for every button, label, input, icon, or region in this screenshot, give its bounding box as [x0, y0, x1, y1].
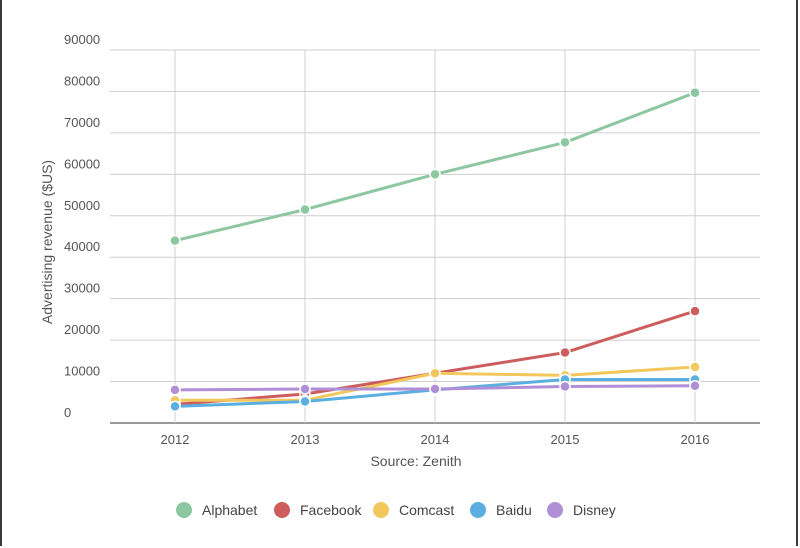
- legend: Alphabet Facebook Comcast Baidu Disney: [176, 502, 616, 518]
- data-point-alphabet: [689, 86, 701, 99]
- legend-label-alphabet: Alphabet: [202, 502, 257, 518]
- y-tick-label: 0: [64, 405, 71, 420]
- legend-label-facebook: Facebook: [300, 502, 362, 518]
- series-points: [169, 86, 701, 413]
- x-tick-labels: 2012 2013 2014 2015 2016: [161, 432, 710, 447]
- y-axis-title: Advertising revenue ($US): [39, 160, 55, 324]
- data-point-comcast: [689, 361, 701, 373]
- x-tick-label: 2014: [421, 432, 450, 447]
- y-tick-labels: 0 10000 20000 30000 40000 50000 60000 70000 8000…: [64, 32, 100, 420]
- data-point-baidu: [169, 400, 181, 413]
- y-tick-label: 50000: [64, 198, 100, 213]
- x-axis-title: Source: Zenith: [370, 453, 461, 469]
- legend-label-comcast: Comcast: [399, 502, 454, 518]
- data-point-alphabet: [559, 136, 571, 149]
- y-tick-label: 60000: [64, 156, 100, 171]
- legend-label-baidu: Baidu: [496, 502, 532, 518]
- y-tick-label: 20000: [64, 322, 100, 337]
- legend-swatch-disney: [547, 502, 563, 518]
- x-tick-label: 2013: [291, 432, 320, 447]
- y-tick-label: 40000: [64, 239, 100, 254]
- legend-swatch-comcast: [373, 502, 389, 518]
- y-tick-label: 80000: [64, 73, 100, 88]
- legend-swatch-alphabet: [176, 502, 192, 518]
- data-point-alphabet: [429, 168, 441, 181]
- y-tick-label: 10000: [64, 364, 100, 379]
- legend-swatch-baidu: [470, 502, 486, 518]
- data-point-facebook: [559, 346, 571, 359]
- data-point-alphabet: [299, 203, 311, 216]
- data-point-disney: [299, 383, 311, 395]
- legend-swatch-facebook: [274, 502, 290, 518]
- data-point-comcast: [429, 367, 441, 380]
- x-tick-label: 2015: [551, 432, 580, 447]
- data-point-alphabet: [169, 234, 181, 247]
- y-tick-label: 70000: [64, 115, 100, 130]
- data-point-baidu: [299, 395, 311, 408]
- legend-label-disney: Disney: [573, 502, 616, 518]
- y-tick-label: 30000: [64, 281, 100, 296]
- x-tick-label: 2012: [161, 432, 190, 447]
- x-tick-label: 2016: [681, 432, 710, 447]
- data-point-disney: [559, 380, 571, 393]
- data-point-disney: [429, 383, 441, 395]
- data-point-disney: [689, 379, 701, 392]
- data-point-facebook: [689, 305, 701, 317]
- data-point-disney: [169, 384, 181, 396]
- y-tick-label: 90000: [64, 32, 100, 47]
